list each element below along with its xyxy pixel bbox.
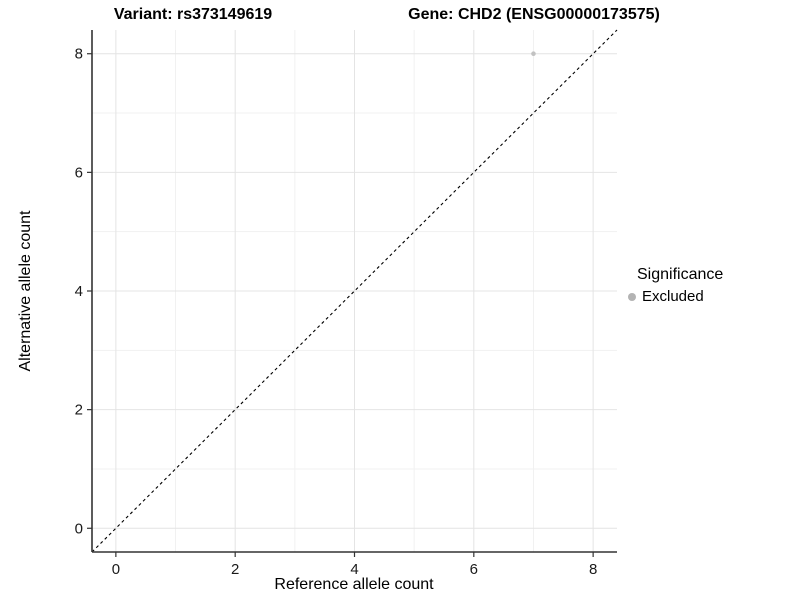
x-tick-label: 8 (589, 561, 597, 578)
x-tick-label: 0 (112, 561, 120, 578)
plot-title-variant: Variant: rs373149619 (113, 6, 273, 23)
x-tick-label: 2 (231, 561, 239, 578)
data-point (531, 51, 536, 57)
legend-key-dot-icon (628, 292, 636, 301)
x-axis-title: Reference allele count (274, 576, 434, 593)
y-tick-label: 6 (75, 164, 83, 181)
x-tick-label: 4 (350, 561, 358, 578)
plot-title-gene: Gene: CHD2 (ENSG00000173575) (408, 6, 660, 23)
y-tick-label: 8 (75, 46, 83, 63)
legend-title: Significance (637, 266, 724, 283)
y-axis-title: Alternative allele count (17, 210, 34, 372)
y-tick-label: 2 (75, 402, 83, 419)
legend: Significance Excluded (628, 266, 723, 305)
legend-item-label: Excluded (642, 288, 704, 305)
x-tick-label: 6 (470, 561, 478, 578)
y-tick-label: 4 (75, 283, 83, 300)
legend-item-excluded: Excluded (628, 288, 723, 305)
y-tick-label: 0 (75, 520, 83, 537)
